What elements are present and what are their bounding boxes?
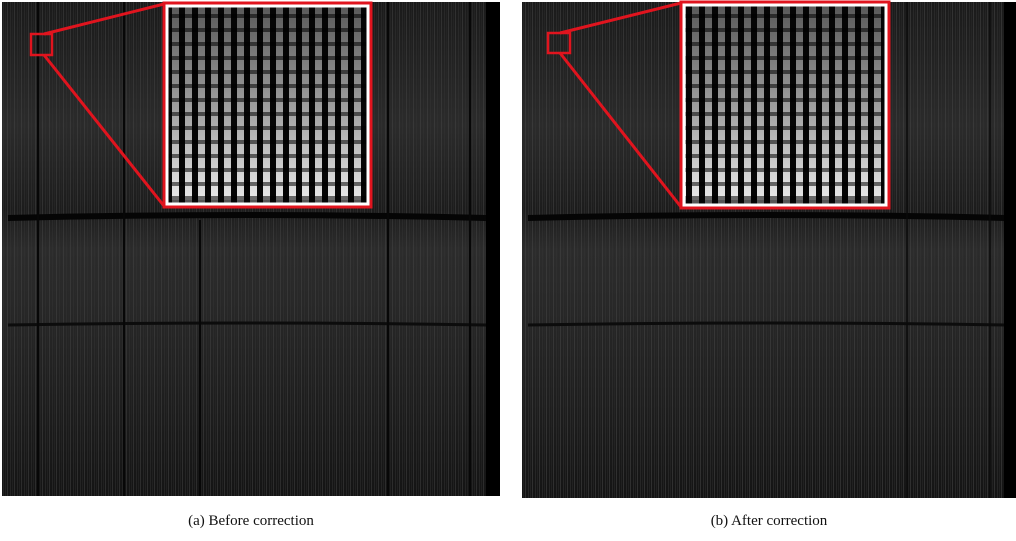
caption: (b) After correction [711,513,828,529]
caption: (a) Before correction [188,513,314,529]
panel-image [2,1,500,496]
panel-image [522,0,1016,498]
